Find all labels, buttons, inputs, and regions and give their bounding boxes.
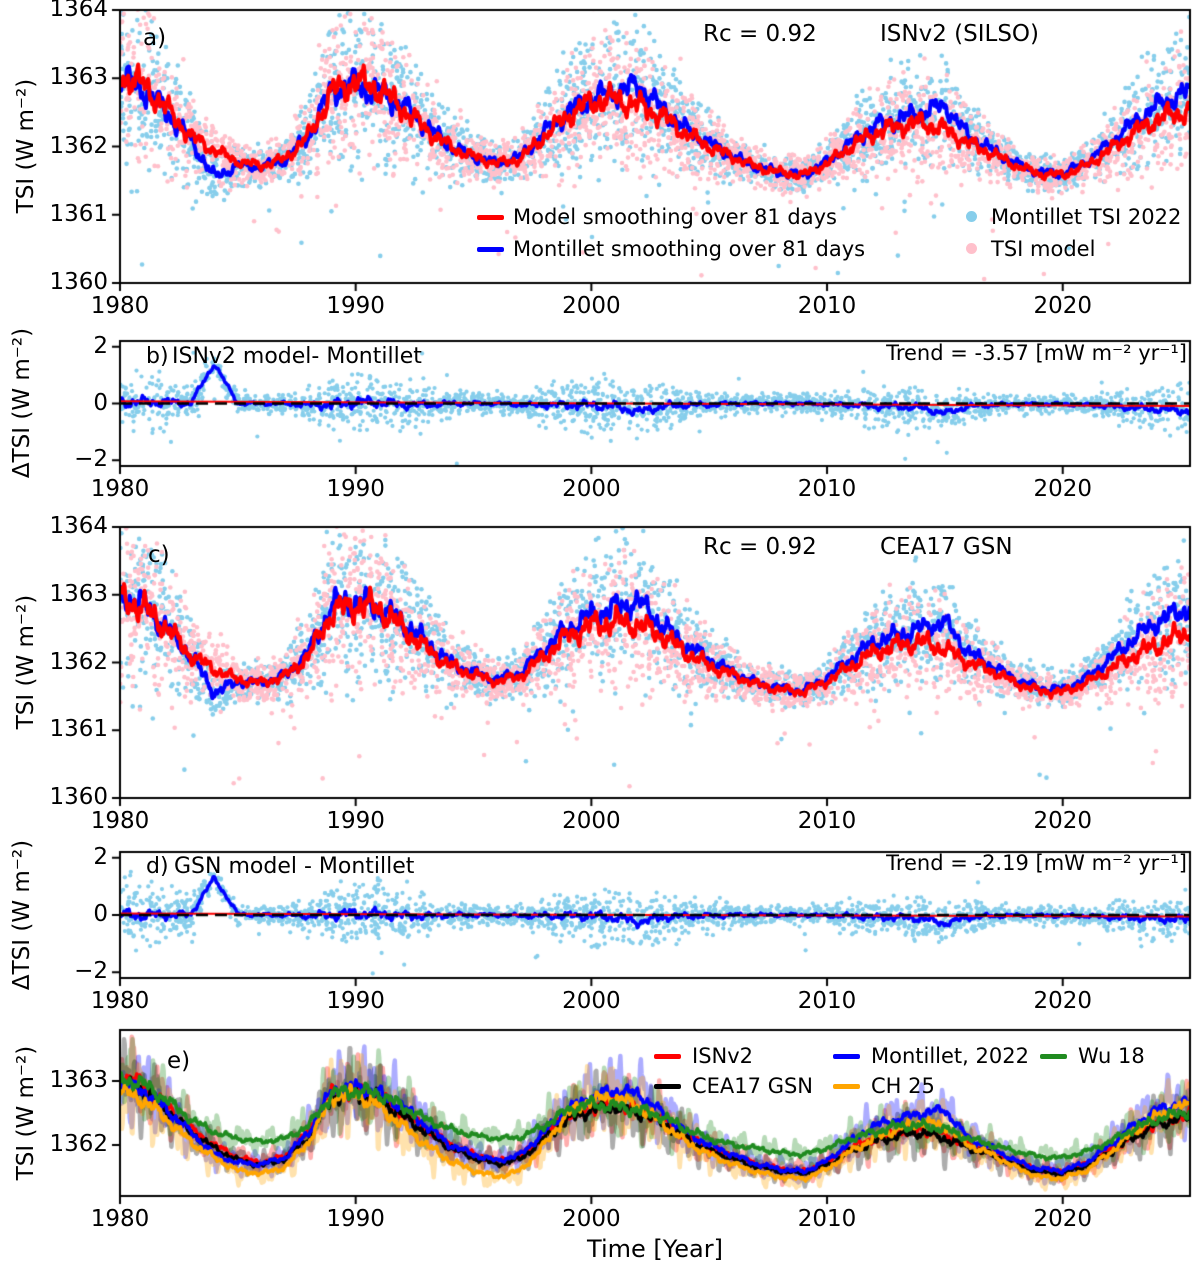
panel-a-ylabel: TSI (W m⁻²)	[13, 78, 39, 214]
panel-d-annotation: GSN model - Montillet	[174, 854, 415, 879]
y-tick-label: 1363	[49, 580, 108, 607]
x-tick-label: 1980	[90, 1206, 150, 1232]
legend-e-ch25-swatch	[833, 1084, 860, 1089]
legend-e-wu18-label: Wu 18	[1078, 1044, 1145, 1068]
panel-b-annotation: ISNv2 model- Montillet	[172, 344, 422, 369]
panel-b-ylabel: ΔTSI (W m⁻²)	[9, 327, 35, 479]
panel-b-trend-value: Trend = -3.57 [mW m⁻² yr⁻¹]	[886, 341, 1187, 365]
legend-e-ch25-label: CH 25	[871, 1074, 935, 1098]
x-tick-label: 2020	[1033, 476, 1092, 502]
y-tick-label: 1362	[49, 648, 108, 675]
y-tick-label: −2	[74, 958, 108, 985]
x-tick-label: 2010	[797, 1206, 857, 1232]
panel-b-letter: b)	[146, 344, 169, 369]
legend-e-isnv2-swatch	[654, 1054, 681, 1059]
panel-d-letter: d)	[146, 854, 169, 879]
y-tick-label: 0	[93, 901, 108, 927]
legend-a-tsi-model-dot-swatch	[966, 243, 977, 254]
legend-e-wu18-swatch	[1040, 1054, 1067, 1059]
x-tick-label: 2010	[797, 293, 857, 319]
legend-e-isnv2-label: ISNv2	[692, 1044, 754, 1068]
legend-a-montillet-tsi-label: Montillet TSI 2022	[991, 205, 1182, 229]
y-tick-label: 1360	[49, 269, 108, 295]
y-tick-label: 0	[93, 389, 108, 416]
y-tick-label: 1363	[49, 64, 108, 91]
x-axis-title: Time [Year]	[587, 1235, 723, 1263]
legend-a-model-line-swatch	[477, 215, 504, 220]
panel-e-ylabel: TSI (W m⁻²)	[13, 1045, 39, 1181]
panel-c-ylabel: TSI (W m⁻²)	[13, 594, 39, 730]
y-tick-label: 1364	[49, 0, 108, 22]
legend-a-tsi-model-label: TSI model	[991, 237, 1096, 261]
panel-d-ylabel: ΔTSI (W m⁻²)	[9, 839, 35, 991]
x-tick-label: 2020	[1033, 1206, 1092, 1232]
legend-a-montillet-dot-swatch	[966, 211, 977, 222]
x-tick-label: 1980	[90, 293, 150, 319]
x-tick-label: 2020	[1033, 988, 1092, 1014]
y-tick-label: 2	[93, 332, 108, 359]
x-tick-label: 1990	[326, 988, 385, 1014]
x-tick-label: 1980	[90, 476, 150, 502]
legend-a-montillet-label: Montillet smoothing over 81 days	[513, 237, 866, 261]
x-tick-label: 2000	[562, 988, 621, 1014]
x-tick-label: 1980	[90, 988, 150, 1014]
panel-a-rc-value: Rc = 0.92	[703, 21, 817, 47]
panel-c-rc-value: Rc = 0.92	[703, 534, 817, 560]
y-tick-label: 1363	[49, 1067, 108, 1094]
y-tick-label: 1360	[49, 784, 108, 810]
y-tick-label: 1362	[49, 132, 108, 159]
panel-e-letter: e)	[167, 1048, 191, 1074]
x-tick-label: 2000	[562, 1206, 621, 1232]
panel-c-letter: c)	[148, 542, 170, 568]
legend-e-cea17-label: CEA17 GSN	[692, 1074, 814, 1098]
panel-d-trend-value: Trend = -2.19 [mW m⁻² yr⁻¹]	[886, 851, 1187, 875]
panel-a-dataset-label: ISNv2 (SILSO)	[880, 21, 1039, 47]
legend-e-montillet-label: Montillet, 2022	[871, 1044, 1029, 1068]
y-tick-label: −2	[74, 446, 108, 473]
x-tick-label: 2020	[1033, 808, 1092, 834]
x-tick-label: 2000	[562, 476, 621, 502]
legend-a-montillet-line-swatch	[477, 247, 504, 252]
panel-a-letter: a)	[143, 25, 167, 51]
x-tick-label: 2000	[562, 293, 621, 319]
x-tick-label: 1990	[326, 808, 385, 834]
legend-a-model-label: Model smoothing over 81 days	[513, 205, 837, 229]
y-tick-label: 1364	[49, 513, 108, 539]
x-tick-label: 2000	[562, 808, 621, 834]
x-tick-label: 2010	[797, 988, 857, 1014]
y-tick-label: 2	[93, 843, 108, 870]
x-tick-label: 2020	[1033, 293, 1092, 319]
legend-e-cea17-swatch	[654, 1084, 681, 1089]
legend-e-montillet-swatch	[833, 1054, 860, 1059]
x-tick-label: 1990	[326, 1206, 385, 1232]
x-tick-label: 1990	[326, 476, 385, 502]
x-tick-label: 1990	[326, 293, 385, 319]
x-tick-label: 1980	[90, 808, 150, 834]
y-tick-label: 1362	[49, 1130, 108, 1157]
x-tick-label: 2010	[797, 808, 857, 834]
y-tick-label: 1361	[49, 716, 108, 743]
y-tick-label: 1361	[49, 200, 108, 227]
panel-c-dataset-label: CEA17 GSN	[880, 534, 1013, 560]
x-tick-label: 2010	[797, 476, 857, 502]
